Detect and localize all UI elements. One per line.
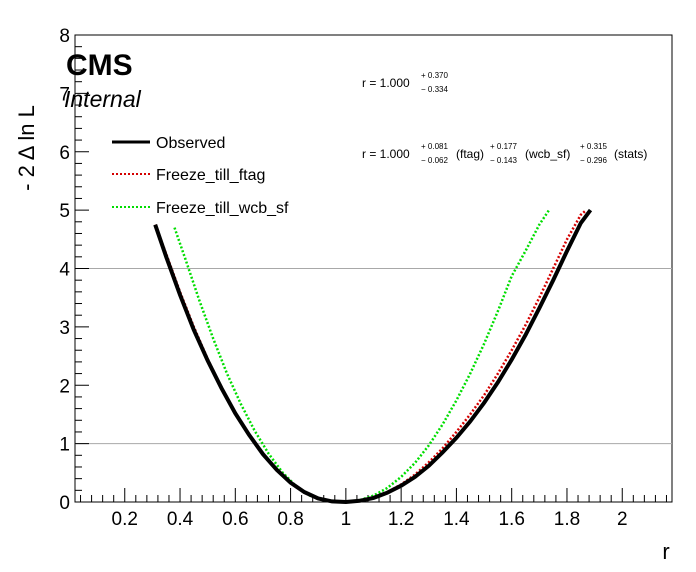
wcb-sf-up: + 0.177 — [490, 142, 517, 151]
x-tick-label: 1.4 — [443, 509, 470, 530]
ftag-label: (ftag) — [456, 147, 484, 161]
y-tick-label: 1 — [59, 435, 70, 456]
legend-label-wcb-sf: Freeze_till_wcb_sf — [156, 200, 289, 217]
result-total-value: r = 1.000 — [362, 76, 410, 90]
ftag-up: + 0.081 — [421, 142, 448, 151]
x-tick-label: 1 — [341, 509, 352, 530]
curves — [153, 208, 593, 505]
x-tick-label: 2 — [617, 509, 628, 530]
x-tick-label: 0.8 — [277, 509, 303, 530]
x-tick-label: 1.2 — [388, 509, 414, 530]
x-tick-label: 1.8 — [554, 509, 580, 530]
x-tick-label: 0.2 — [112, 509, 138, 530]
y-axis-ticks: 0 1 2 3 4 5 6 7 8 — [59, 26, 89, 514]
y-tick-label: 0 — [59, 493, 70, 514]
wcb-sf-label: (wcb_sf) — [525, 147, 570, 161]
y-axis-title: - 2 Δ ln L — [14, 105, 39, 191]
y-tick-label: 8 — [59, 26, 70, 47]
y-tick-label: 2 — [59, 376, 70, 397]
wcb-sf-down: − 0.143 — [490, 156, 517, 165]
legend-label-ftag: Freeze_till_ftag — [156, 167, 265, 184]
result-breakdown-value: r = 1.000 — [362, 147, 410, 161]
y-tick-label: 7 — [59, 84, 70, 105]
cms-label: CMS — [66, 49, 133, 82]
y-tick-label: 6 — [59, 143, 70, 164]
x-axis-title: r — [662, 539, 669, 564]
result-total: r = 1.000 + 0.370 − 0.334 — [362, 71, 448, 94]
stats-label: (stats) — [614, 147, 647, 161]
x-tick-label: 0.4 — [167, 509, 194, 530]
x-tick-label: 0.6 — [222, 509, 248, 530]
stats-up: + 0.315 — [580, 142, 607, 151]
stats-down: − 0.296 — [580, 156, 607, 165]
y-tick-label: 3 — [59, 318, 70, 339]
x-tick-label: 1.6 — [498, 509, 524, 530]
curve-observed — [153, 208, 593, 505]
result-total-down: − 0.334 — [421, 85, 448, 94]
y-tick-label: 5 — [59, 201, 70, 222]
ftag-down: − 0.062 — [421, 156, 448, 165]
y-tick-label: 4 — [59, 260, 70, 281]
curve-freeze-till-wcb-sf — [173, 209, 551, 504]
internal-label: Internal — [64, 86, 142, 112]
x-axis-ticks: 0.2 0.4 0.6 0.8 1 1.2 1.4 1.6 1.8 2 — [80, 488, 667, 530]
result-total-up: + 0.370 — [421, 71, 448, 80]
legend: Observed Freeze_till_ftag Freeze_till_wc… — [112, 135, 289, 217]
legend-label-observed: Observed — [156, 135, 225, 152]
reference-lines — [75, 268, 672, 445]
result-breakdown: r = 1.000 + 0.081 − 0.062 (ftag) + 0.177… — [362, 142, 647, 165]
